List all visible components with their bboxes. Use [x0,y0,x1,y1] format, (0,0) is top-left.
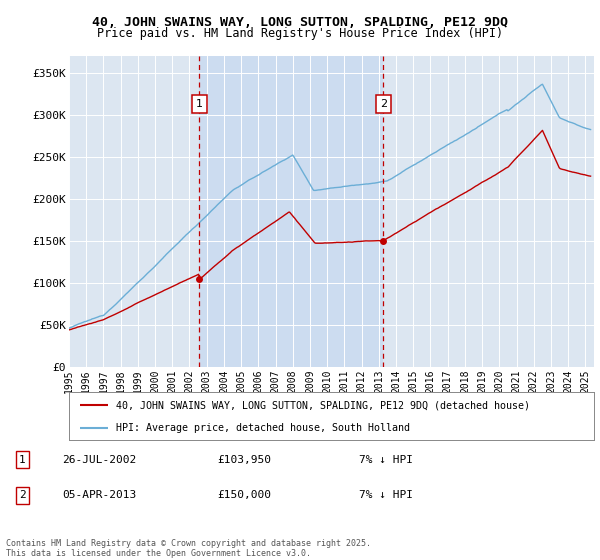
Text: 1: 1 [19,455,26,465]
Text: £150,000: £150,000 [218,491,272,500]
Text: £103,950: £103,950 [218,455,272,465]
Text: 2: 2 [380,99,387,109]
Text: 1: 1 [196,99,203,109]
Text: 7% ↓ HPI: 7% ↓ HPI [359,455,413,465]
Text: 40, JOHN SWAINS WAY, LONG SUTTON, SPALDING, PE12 9DQ (detached house): 40, JOHN SWAINS WAY, LONG SUTTON, SPALDI… [116,400,530,410]
Text: Price paid vs. HM Land Registry's House Price Index (HPI): Price paid vs. HM Land Registry's House … [97,27,503,40]
Text: 05-APR-2013: 05-APR-2013 [62,491,136,500]
Text: 26-JUL-2002: 26-JUL-2002 [62,455,136,465]
Text: HPI: Average price, detached house, South Holland: HPI: Average price, detached house, Sout… [116,423,410,433]
Text: 7% ↓ HPI: 7% ↓ HPI [359,491,413,500]
Text: 2: 2 [19,491,26,500]
Text: Contains HM Land Registry data © Crown copyright and database right 2025.
This d: Contains HM Land Registry data © Crown c… [6,539,371,558]
Text: 40, JOHN SWAINS WAY, LONG SUTTON, SPALDING, PE12 9DQ: 40, JOHN SWAINS WAY, LONG SUTTON, SPALDI… [92,16,508,29]
Bar [199,56,383,367]
